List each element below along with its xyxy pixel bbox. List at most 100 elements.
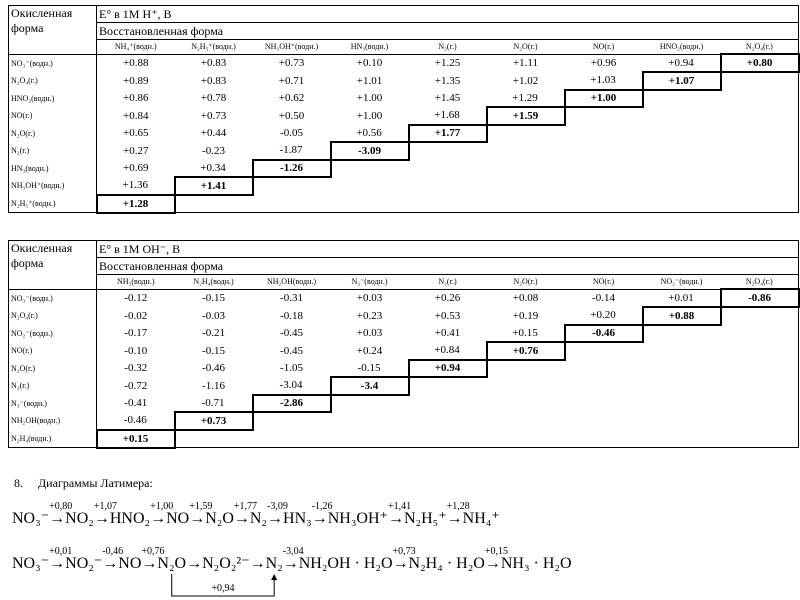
column-header: N₂(г.) <box>408 39 487 55</box>
empty-cell <box>721 142 799 160</box>
cell: +0.94 <box>407 358 488 378</box>
potential: +0,01 <box>49 546 73 557</box>
empty-cell <box>565 412 643 430</box>
cell: -0.71 <box>201 396 225 409</box>
species: N₂H₅⁺ <box>403 510 447 527</box>
empty-cell <box>253 412 331 430</box>
cell: -0.15 <box>202 344 225 357</box>
empty-cell <box>487 412 565 430</box>
potential-table: Окисленная форма E° в 1M H⁺, B Восстановле… <box>8 5 800 214</box>
empty-cell <box>643 325 721 343</box>
cell: +0.84 <box>434 344 460 357</box>
cell: +0.10 <box>356 57 383 70</box>
header-row: Восстановленная форма <box>9 22 799 40</box>
potential: +1,00 <box>150 501 174 512</box>
empty-cell <box>409 377 487 395</box>
cell: +0.73 <box>200 109 227 122</box>
bracket-label: +0,94 <box>211 583 234 594</box>
species: N₂ <box>265 555 283 572</box>
cell: +1.01 <box>356 74 383 87</box>
cell: +0.86 <box>123 92 149 105</box>
empty-cell <box>643 377 721 395</box>
empty-cell <box>565 377 643 395</box>
cell: +0.76 <box>485 341 566 361</box>
empty-cell <box>721 325 799 343</box>
empty-cell <box>643 342 721 360</box>
cell: -3.04 <box>279 379 303 392</box>
cell: +0.94 <box>668 56 694 69</box>
empty-cell <box>721 430 799 448</box>
cell: -0.14 <box>592 292 615 305</box>
column-header: NO(г.) <box>564 39 643 55</box>
data-row: NO₂⁻(водн.) -0.17 -0.21 -0.45 +0.03 +0.41 +0.1… <box>8 323 799 343</box>
empty-cell <box>409 395 487 413</box>
cell: +0.73 <box>278 57 305 70</box>
data-row: N₂H₅⁺(водн.) +1.28 <box>8 193 799 214</box>
row-label: NH₂OH(водн.) <box>8 412 97 430</box>
cell: -0.41 <box>124 397 148 410</box>
empty-cell <box>409 195 487 213</box>
empty-cell <box>643 195 721 213</box>
cell: +0.50 <box>278 109 305 122</box>
cell: +1.77 <box>407 123 488 143</box>
cell: +1.00 <box>356 109 383 122</box>
potential-table: Окисленная форма E° в 1M OH⁻, B Восстановл… <box>8 240 800 449</box>
empty-cell <box>643 395 721 413</box>
empty-cell <box>565 107 643 125</box>
species: N₂ <box>249 510 268 527</box>
empty-cell <box>643 160 721 178</box>
bracket-line <box>171 574 275 597</box>
empty-cell <box>487 430 565 448</box>
cell: +0.73 <box>173 411 254 431</box>
arrow: → +0,76 <box>141 546 165 572</box>
cell: +1.02 <box>512 74 539 87</box>
empty-cell <box>721 412 799 430</box>
empty-cell <box>565 430 643 448</box>
row-label: N₂O₄(г.) <box>8 307 97 325</box>
cell: +0.24 <box>356 344 383 357</box>
potential: +1,59 <box>189 501 213 512</box>
data-row: N₃⁻(водн.) -0.41 -0.71 -2.86 <box>8 393 799 413</box>
arrow: → +1,77 <box>233 501 258 527</box>
species: NO₃⁻ <box>12 510 50 527</box>
empty-cell <box>487 125 565 143</box>
column-header: NH₃(водн.) <box>96 274 175 290</box>
row-label: N₂O₄(г.) <box>8 72 97 90</box>
potential: +0,73 <box>392 546 416 557</box>
empty-cell <box>721 72 799 90</box>
empty-cell <box>565 160 643 178</box>
cell: +0.44 <box>200 127 227 140</box>
empty-cell <box>721 125 799 143</box>
potential: +1,77 <box>233 501 258 512</box>
species: HN₃ <box>283 510 312 527</box>
data-row: N₂(г.) -0.72 -1.16 -3.04 -3.4 <box>8 376 799 396</box>
arrow: → +1,00 <box>150 501 174 527</box>
cell: +0.41 <box>434 327 461 340</box>
cell: +0.88 <box>123 57 149 70</box>
species: N₂O₂²⁻ <box>202 555 250 572</box>
cell: -2.86 <box>251 393 332 413</box>
column-row: NH₄⁺(водн.) N₂H₅⁺(водн.) NH₃OH⁺(водн.) HN₃(… <box>9 39 799 55</box>
potential: -3,04 <box>282 546 304 557</box>
cell: +0.65 <box>123 127 149 140</box>
arrow: → +0,01 <box>49 546 73 572</box>
cell: -0.15 <box>202 292 225 305</box>
column-header: N₂H₄(водн.) <box>174 274 253 290</box>
cell: -1.16 <box>202 379 225 392</box>
arrow: → +0,80 <box>49 501 73 527</box>
cell: +0.23 <box>356 309 383 322</box>
empty-cell <box>409 430 487 448</box>
empty-cell <box>487 395 565 413</box>
data-row: N₂(г.) +0.27 -0.23 -1.87 -3.09 <box>8 141 799 161</box>
empty-cell <box>643 430 721 448</box>
data-row: N₂O(г.) -0.32 -0.46 -1.05 -0.15 +0.94 <box>8 358 799 378</box>
cell: +0.26 <box>434 292 461 305</box>
cell: +0.69 <box>123 162 149 175</box>
empty-cell <box>643 360 721 378</box>
cell: +0.03 <box>356 292 383 305</box>
column-header: N₂O(г.) <box>486 39 565 55</box>
section-heading: 8. Диаграммы Латимера: <box>14 476 153 491</box>
empty-cell <box>721 342 799 360</box>
potential: +0,80 <box>49 501 73 512</box>
